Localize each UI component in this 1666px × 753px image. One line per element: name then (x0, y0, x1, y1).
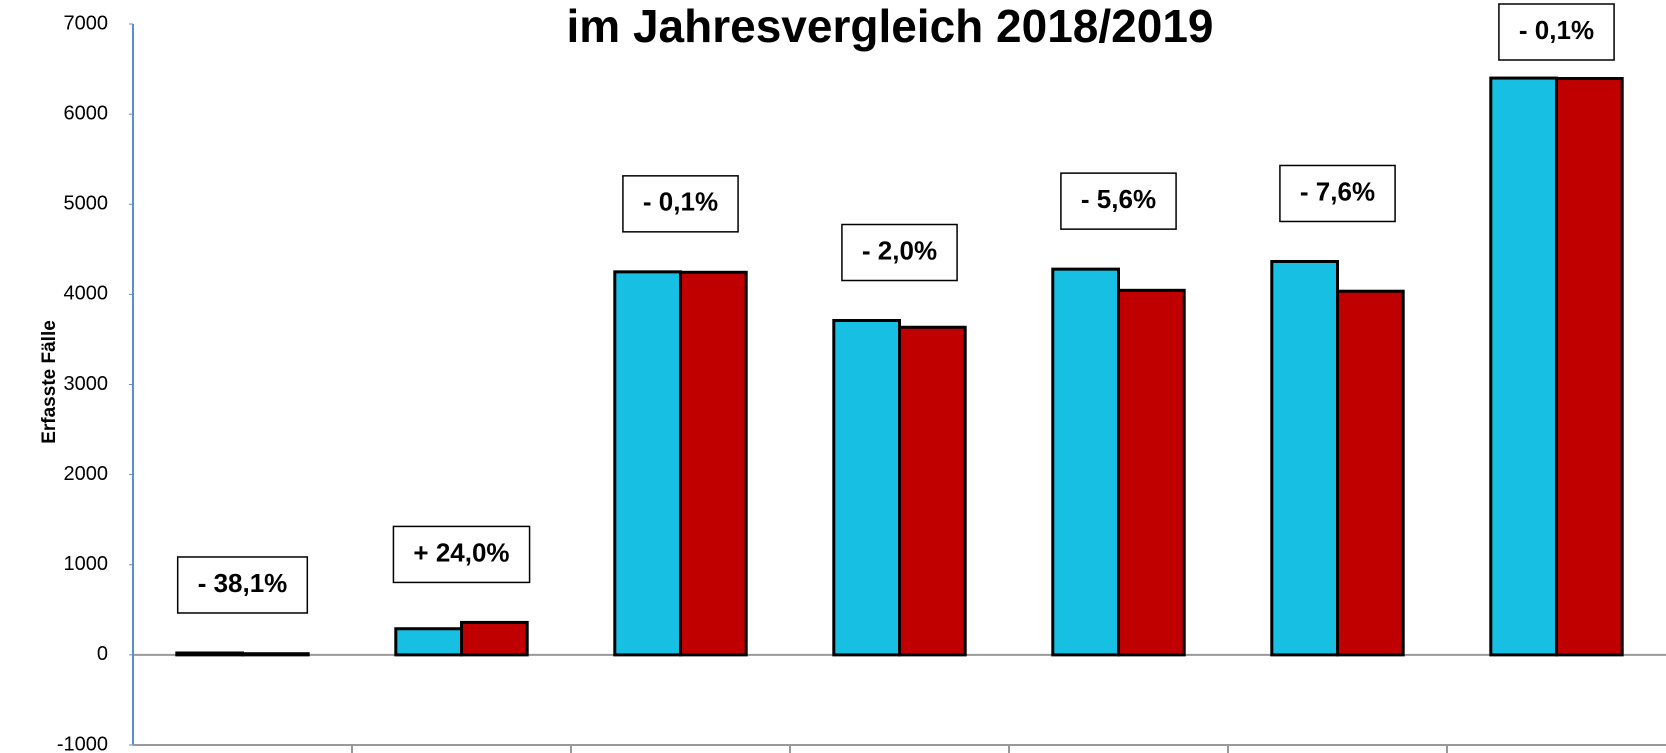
y-tick-label: 4000 (64, 283, 109, 305)
bar (175, 651, 244, 657)
bar (1555, 77, 1624, 657)
bar (394, 627, 463, 657)
annotation-box (622, 175, 739, 233)
y-tick-label: 2000 (64, 463, 109, 485)
bar (898, 325, 967, 657)
annotation: - 2,0% (862, 235, 937, 265)
y-tick-label: 5000 (64, 193, 109, 215)
annotation-box (392, 525, 531, 584)
bar (241, 652, 310, 657)
y-tick-label: 7000 (64, 12, 109, 34)
annotation-box (176, 556, 309, 614)
bar (679, 270, 748, 657)
bar (460, 620, 529, 657)
bar (613, 270, 682, 657)
bar (1051, 267, 1121, 657)
bar (832, 319, 901, 657)
annotation: + 24,0% (413, 537, 509, 567)
bar (1117, 288, 1186, 657)
bar (1489, 76, 1559, 657)
annotation: - 38,1% (198, 568, 288, 598)
annotation-box (1498, 3, 1615, 61)
annotation: - 5,6% (1081, 184, 1156, 214)
y-tick-label: 1000 (64, 553, 109, 575)
annotation-box (1060, 172, 1177, 230)
annotation-box (841, 223, 958, 282)
annotation-box (1279, 164, 1396, 223)
y-axis-label: Erfasste Fälle (39, 320, 60, 444)
annotation: - 7,6% (1300, 176, 1375, 206)
y-tick-label: 0 (97, 643, 108, 665)
annotation: - 0,1% (1519, 15, 1594, 45)
chart-title: im Jahresvergleich 2018/2019 (566, 0, 1213, 52)
bar (1270, 259, 1340, 657)
y-tick-label: -1000 (57, 733, 108, 753)
y-tick-label: 3000 (64, 373, 109, 395)
annotation: - 0,1% (643, 187, 718, 217)
y-tick-label: 6000 (64, 102, 109, 124)
bar (1336, 289, 1405, 657)
